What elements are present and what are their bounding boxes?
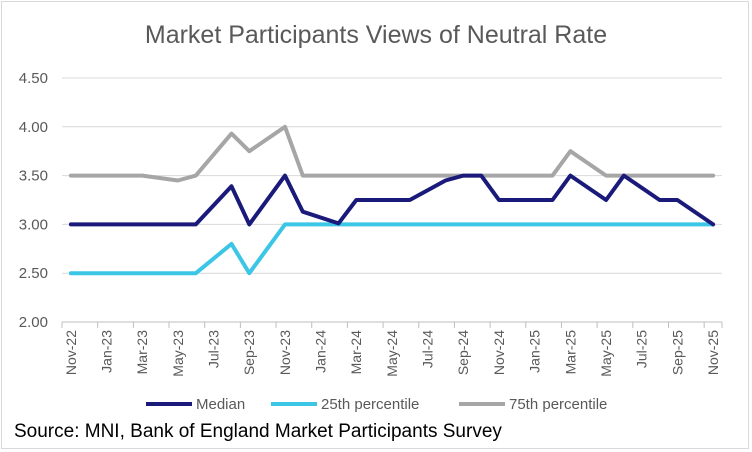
x-tick-label: Jan-24 [313, 330, 329, 373]
x-axis-ticks: Nov-22 Jan-23 Mar-23 May-23 Jul-23 Sep-23 Nov-… [63, 330, 721, 377]
series-line-25th-percentile [68, 222, 716, 276]
x-tick-label: Nov-25 [705, 330, 721, 375]
legend: Median 25th percentile 75th percentile [146, 396, 607, 413]
series-line-75th-percentile [68, 124, 716, 183]
x-tick-label: Jul-24 [420, 330, 436, 368]
x-tick-label: Sep-23 [241, 330, 257, 375]
x-tick-label: Nov-23 [277, 330, 293, 375]
legend-label-75th-percentile: 75th percentile [509, 396, 607, 413]
x-tick-label: Jul-23 [206, 330, 222, 368]
x-tick-label: Mar-25 [562, 330, 578, 375]
x-axis [61, 321, 723, 328]
y-tick-label: 3.00 [19, 216, 48, 233]
y-axis-ticks: 2.00 2.50 3.00 3.50 4.00 4.50 [19, 70, 48, 331]
x-tick-label: Nov-24 [491, 330, 507, 375]
source-note: Source: MNI, Bank of England Market Part… [14, 421, 502, 442]
y-tick-label: 2.00 [19, 314, 48, 331]
x-tick-label: Mar-23 [134, 330, 150, 375]
series-lines [68, 124, 716, 276]
x-tick-label: Sep-25 [669, 330, 685, 375]
x-tick-label: May-25 [598, 330, 614, 377]
x-tick-label: Sep-24 [455, 330, 471, 375]
x-tick-label: Nov-22 [63, 330, 79, 375]
y-tick-label: 2.50 [19, 265, 48, 282]
x-tick-label: Jan-23 [98, 330, 114, 373]
chart-title: Market Participants Views of Neutral Rat… [145, 21, 607, 49]
x-tick-label: May-23 [170, 330, 186, 377]
series-line-median [68, 173, 716, 227]
y-tick-label: 4.00 [19, 119, 48, 136]
legend-label-median: Median [196, 396, 245, 413]
x-tick-label: May-24 [384, 330, 400, 377]
x-tick-label: Jul-25 [634, 330, 650, 368]
x-tick-label: Mar-24 [348, 330, 364, 375]
legend-label-25th-percentile: 25th percentile [321, 396, 419, 413]
y-tick-label: 4.50 [19, 70, 48, 87]
y-tick-label: 3.50 [19, 168, 48, 185]
x-tick-label: Jan-25 [527, 330, 543, 373]
